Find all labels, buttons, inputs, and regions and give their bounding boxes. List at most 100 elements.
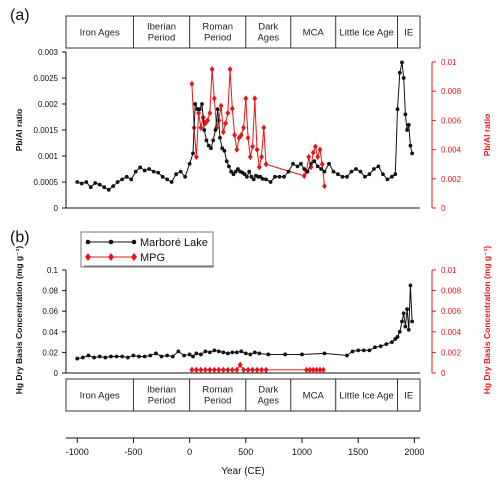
x-tick-label: -500 — [124, 447, 142, 457]
panel-b-marbore-point — [137, 354, 141, 359]
panel-a-mpg-point — [232, 131, 237, 139]
panel-a-marbore-point — [395, 107, 400, 112]
panel-a-marbore-point — [390, 174, 394, 179]
y-tick-label: 0 — [54, 204, 59, 213]
panel-a-marbore-point — [309, 161, 313, 166]
panel-a-marbore-point — [302, 167, 307, 171]
x-tick-label: -1000 — [66, 447, 89, 457]
panel-b-mpg-point — [320, 366, 326, 374]
panel-b-ylabel: Hg Dry Basis Concentration (mg g⁻¹) — [14, 246, 24, 395]
panel-a-marbore-point — [160, 174, 165, 179]
y-tick-label: 0.0025 — [34, 74, 59, 83]
panel-a-mpg-point — [223, 120, 228, 127]
panel-a-marbore-point — [200, 102, 204, 106]
legend-item-mpg: MPG — [85, 252, 165, 264]
panel-a-marbore-point — [193, 102, 198, 106]
y2-tick-label: 0.01 — [441, 58, 457, 67]
panel-a-mpg-point — [308, 163, 314, 171]
panel-b-marbore-point — [356, 348, 361, 353]
panel-a-marbore-point — [268, 180, 273, 184]
panel-a-marbore-point — [88, 185, 93, 190]
period-bottom-label-6: IE — [404, 391, 413, 402]
panel-b-marbore-point — [395, 335, 400, 339]
y-tick-label: 0.02 — [42, 348, 58, 357]
panel-b-marbore-point — [187, 352, 192, 357]
legend-label-marbore: Marboré Lake — [140, 237, 208, 249]
panel-b-marbore-point — [114, 354, 119, 359]
y2-tick-label: 0.004 — [441, 328, 462, 337]
panel-b-marbore-point — [367, 348, 372, 353]
panel-b-marbore-point — [373, 345, 377, 350]
y2-tick-label: 0.008 — [441, 87, 462, 96]
panel-a-marbore-point — [273, 174, 277, 179]
legend: Marboré Lake MPG — [80, 231, 214, 268]
panel-b-marbore-point — [212, 348, 217, 353]
x-axis: -1000 -500 0 500 1000 1500 2000 Year (CE) — [66, 437, 424, 477]
panel-b-marbore-point — [225, 351, 230, 356]
panel-b-plot: 0 0.02 0.04 0.06 0.08 0.1 0 0.002 0.004 0.006 0.0… — [14, 246, 492, 395]
panel-a-marbore-point — [327, 161, 331, 166]
panel-a-marbore-point — [245, 174, 249, 179]
panel-a-marbore-point — [381, 172, 385, 177]
panel-a-marbore-point — [183, 174, 188, 179]
panel-a-marbore-point — [129, 177, 134, 182]
period-bottom-frame — [65, 378, 421, 412]
panel-a-marbore-point — [367, 172, 372, 177]
panel-a-marbore-point — [354, 167, 358, 171]
panel-a-mpg-point — [241, 124, 246, 131]
panel-a-marbore-point — [410, 151, 415, 156]
panel-a-marbore-point — [295, 164, 300, 169]
x-axis-label: Year (CE) — [221, 466, 265, 477]
panel-b-marbore-point — [221, 350, 226, 355]
panel-a-mpg-point — [313, 143, 318, 150]
panel-a-marbore-point — [322, 169, 327, 174]
panel-a-marbore-point — [222, 148, 227, 153]
panel-a-mpg-point — [301, 172, 307, 180]
panel-a-marbore-point — [315, 164, 320, 169]
panel-a-ylabel: Pb/Al ratio — [14, 109, 24, 152]
panel-b-marbore-point — [410, 319, 415, 324]
panel-a-mpg-point — [319, 161, 325, 168]
panel-b-y2label: Hg Dry Basis Concentration (mg g⁻¹) — [482, 246, 492, 395]
panel-b-marbore-point — [252, 350, 257, 355]
panel-a-marbore-point — [372, 167, 376, 171]
panel-a-mpg-point — [225, 109, 231, 117]
panel-a-marbore-point — [209, 146, 213, 151]
panel-a-marbore-point — [120, 177, 125, 182]
panel-a-marbore-point — [142, 168, 147, 173]
panel-a-marbore-point — [298, 161, 303, 166]
panel-b-marbore-point — [248, 352, 253, 357]
panel-a-marbore-point — [156, 170, 161, 175]
panel-a-marbore-point — [169, 180, 174, 184]
period-bottom-label-5: Little Ice Age — [339, 391, 393, 402]
period-top-frame — [65, 15, 421, 49]
panel-a-mpg-point — [238, 131, 244, 139]
panel-a-marbore-point — [75, 180, 80, 184]
panel-b-marbore-point — [397, 329, 402, 334]
panel-b-mpg-point — [237, 361, 243, 368]
panel-a-marbore-point — [197, 107, 202, 112]
panel-a-mpg-point — [243, 95, 249, 102]
panel-b-marbore-point — [125, 355, 130, 360]
panel-a-mpg-point — [254, 146, 260, 153]
x-tick-label: 500 — [238, 447, 253, 457]
panel-a-mpg-point — [234, 146, 240, 153]
panel-a-marbore-point — [187, 161, 192, 166]
y2-tick-label: 0 — [441, 369, 446, 378]
panel-label-b: (b) — [10, 229, 30, 246]
panel-b-marbore-point — [266, 352, 271, 357]
y2-tick-label: 0.008 — [441, 287, 462, 296]
panel-a-marbore-point — [405, 128, 409, 132]
legend-box — [80, 231, 214, 268]
panel-a-mpg-point — [256, 163, 262, 171]
panel-a-marbore-point — [349, 169, 354, 174]
panel-a-marbore-point — [202, 128, 207, 132]
panel-a-mpg-point — [315, 153, 321, 161]
panel-a-marbore-point — [97, 182, 102, 187]
panel-b-marbore-point — [92, 355, 96, 360]
panel-b-marbore-point — [131, 353, 136, 358]
panel-a-marbore-point — [400, 60, 404, 65]
panel-b-marbore-point — [361, 348, 366, 353]
panel-b-marbore-point — [239, 349, 244, 354]
panel-b-marbore-point — [170, 354, 175, 359]
